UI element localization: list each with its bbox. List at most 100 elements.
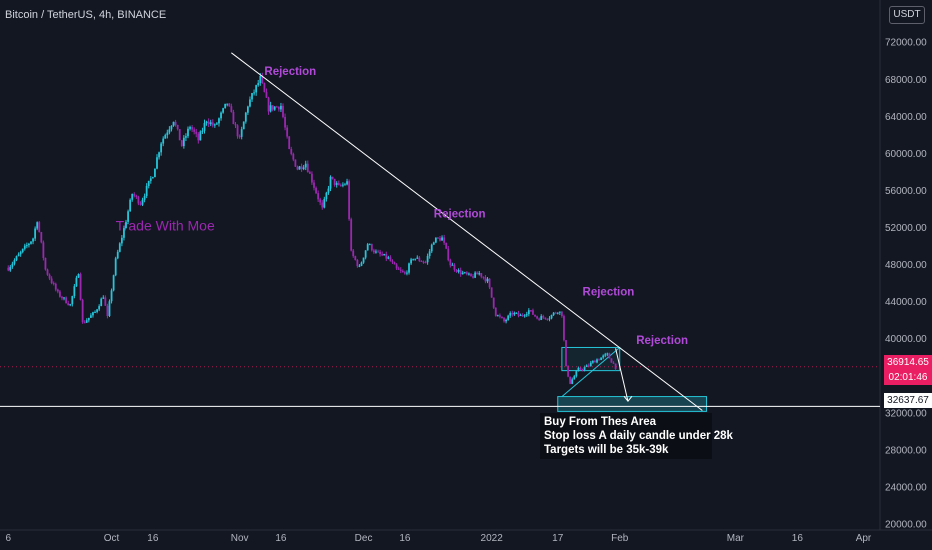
y-tick-label: 48000.00 — [885, 260, 927, 271]
candle-body — [9, 266, 12, 271]
candle-body — [437, 237, 439, 239]
candle-body — [218, 118, 220, 124]
candle-body — [364, 250, 367, 258]
candle-body — [38, 222, 41, 233]
candle-body — [443, 237, 446, 243]
candle-body — [354, 256, 357, 260]
candle-body — [546, 318, 549, 320]
candle-body — [370, 244, 373, 251]
candle-body — [191, 127, 194, 130]
candle-body — [463, 272, 466, 274]
candle-body — [162, 138, 165, 144]
x-tick-label: 2022 — [481, 533, 504, 544]
candle-body — [612, 362, 615, 364]
candle-body — [178, 129, 181, 141]
candle-body — [73, 286, 76, 297]
candle-body — [453, 264, 456, 270]
candle-body — [267, 97, 270, 112]
candle-body — [362, 257, 365, 263]
note-line-stop-loss: Stop loss A daily candle under 28k — [544, 430, 733, 442]
candle-body — [387, 257, 390, 259]
candle-body — [211, 122, 214, 126]
candle-body — [160, 143, 163, 153]
candle-body — [470, 273, 472, 277]
candle-body — [422, 261, 425, 263]
candle-body — [67, 303, 70, 306]
candle-body — [602, 355, 605, 358]
candle-body — [129, 199, 132, 212]
candle-body — [94, 311, 96, 313]
candle-body — [517, 312, 520, 316]
candle-body — [519, 315, 522, 317]
candle-body — [490, 287, 493, 298]
candle-body — [77, 274, 80, 278]
candle-body — [457, 270, 460, 272]
candle-body — [298, 166, 301, 170]
candle-body — [205, 121, 208, 123]
candle-body — [259, 75, 262, 84]
candle-body — [542, 316, 545, 318]
x-tick-label: 17 — [552, 533, 564, 544]
candle-body — [228, 103, 231, 107]
candle-body — [391, 261, 394, 263]
candle-body — [87, 317, 90, 321]
candle-body — [100, 298, 103, 307]
buy-zone-box — [557, 396, 707, 412]
candle-body — [532, 310, 534, 315]
candle-body — [552, 312, 555, 315]
y-tick-label: 32000.00 — [885, 408, 927, 419]
x-tick-label: Dec — [355, 533, 373, 544]
candle-body — [275, 106, 278, 108]
candle-body — [104, 297, 107, 306]
candle-body — [158, 152, 160, 158]
candle-body — [606, 353, 609, 355]
candle-body — [494, 307, 497, 316]
y-tick-label: 64000.00 — [885, 112, 927, 123]
candle-body — [118, 243, 121, 252]
candle-body — [488, 278, 491, 288]
note-line-buy: Buy From Thes Area — [544, 416, 657, 428]
y-tick-label: 56000.00 — [885, 186, 927, 197]
candle-body — [507, 315, 510, 320]
candle-body — [342, 184, 344, 186]
candle-body — [242, 121, 245, 130]
candle-body — [571, 379, 574, 384]
x-tick-label: 16 — [275, 533, 287, 544]
candle-body — [356, 259, 359, 267]
candle-body — [418, 257, 421, 261]
x-tick-label: Oct — [104, 533, 120, 544]
candle-body — [548, 318, 551, 320]
candle-body — [434, 237, 437, 243]
candle-body — [139, 203, 142, 205]
candle-body — [56, 289, 59, 292]
candle-body — [176, 124, 179, 130]
candle-body — [69, 304, 72, 306]
candle-body — [114, 258, 117, 276]
candle-body — [292, 153, 295, 160]
trade-note: Buy From Thes Area Stop loss A daily can… — [540, 413, 733, 459]
rejection-annotation: Rejection — [636, 335, 688, 347]
symbol-title[interactable]: Bitcoin / TetherUS, 4h, BINANCE — [5, 9, 167, 21]
candle-body — [286, 127, 289, 137]
candle-body — [426, 255, 429, 263]
candle-body — [375, 251, 377, 253]
candle-body — [125, 221, 127, 229]
candle-body — [54, 283, 57, 290]
candle-body — [563, 316, 565, 341]
candle-body — [315, 187, 317, 194]
currency-selector[interactable]: USDT — [889, 6, 925, 24]
y-tick-label: 72000.00 — [885, 38, 927, 49]
candle-body — [414, 258, 417, 260]
candle-body — [432, 242, 435, 245]
candle-body — [170, 125, 173, 130]
candle-body — [401, 270, 404, 273]
candle-body — [335, 183, 338, 185]
candle-body — [395, 264, 398, 269]
x-tick-label: 16 — [147, 533, 159, 544]
candle-body — [224, 103, 227, 109]
candle-body — [300, 166, 303, 170]
rejection-annotation: Rejection — [434, 209, 486, 221]
candle-body — [50, 278, 53, 284]
candle-body — [96, 309, 98, 312]
